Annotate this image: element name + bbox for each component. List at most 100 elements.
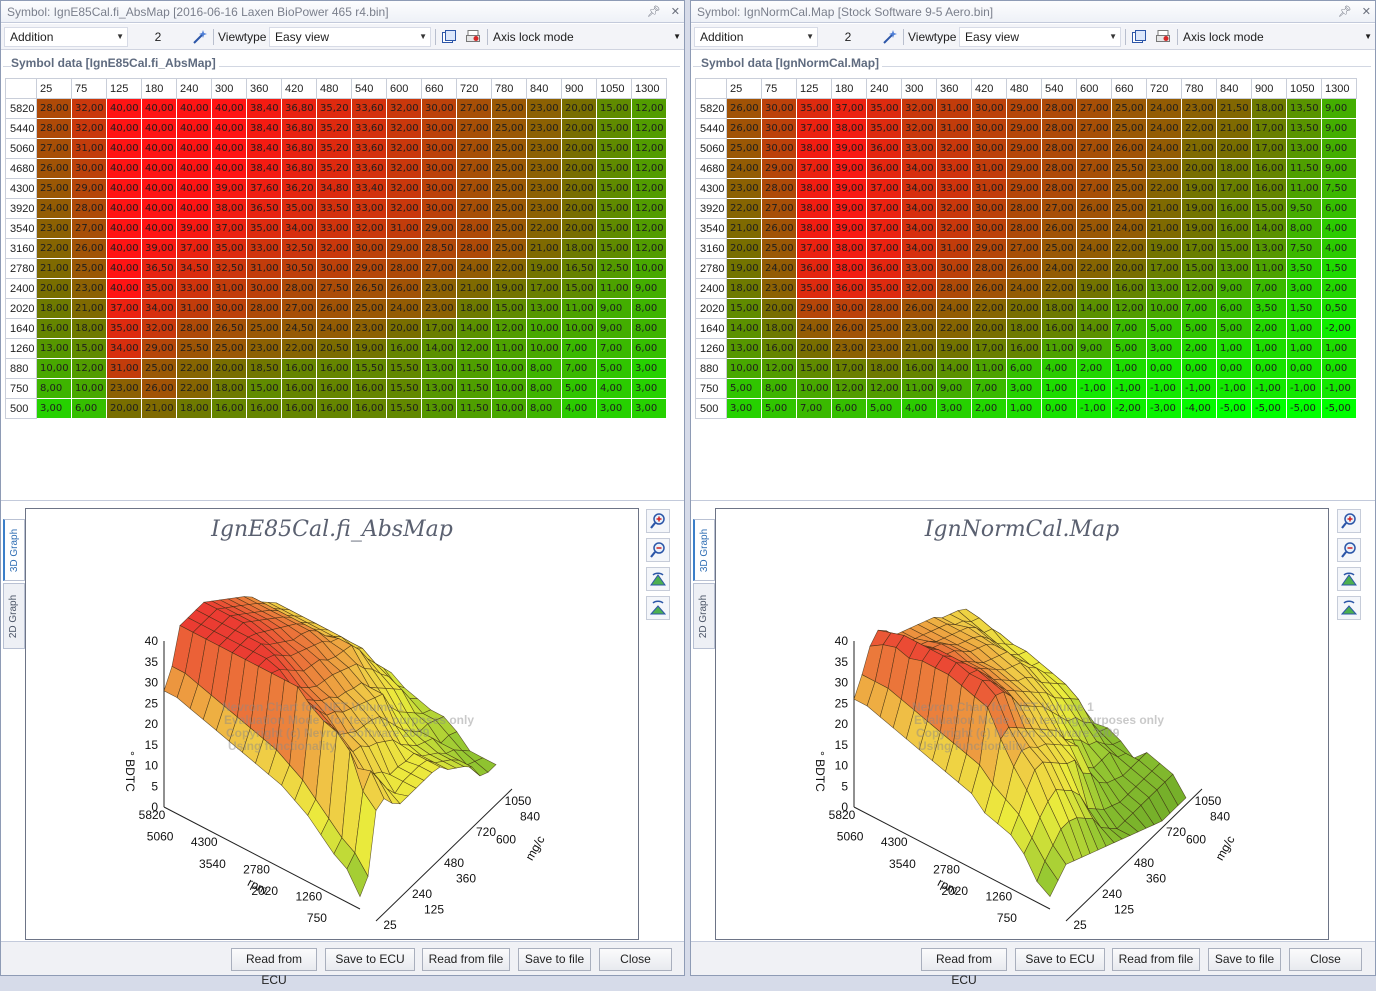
table-cell[interactable]: 37,00 [796,238,832,259]
table-cell[interactable]: 24,00 [1146,98,1182,119]
table-cell[interactable]: 15,00 [596,98,632,119]
table-cell[interactable]: 39,00 [831,158,867,179]
table-cell[interactable]: 18,00 [1041,298,1077,319]
table-cell[interactable]: 25,00 [36,178,72,199]
table-cell[interactable]: 7,00 [1111,318,1147,339]
table-cell[interactable]: 35,00 [246,218,282,239]
table-cell[interactable]: 30,00 [831,298,867,319]
pin-icon[interactable]: 📌︎ [1337,6,1352,18]
table-cell[interactable]: 39,00 [211,178,247,199]
table-cell[interactable]: 9,00 [936,378,972,399]
table-cell[interactable]: 16,00 [281,358,317,379]
table-cell[interactable]: 1,00 [1006,398,1042,419]
table-cell[interactable]: 25,00 [1111,178,1147,199]
table-cell[interactable]: 2,00 [1321,278,1357,299]
table-cell[interactable]: 32,00 [936,218,972,239]
table-cell[interactable]: 40,00 [141,138,177,159]
table-cell[interactable]: 6,00 [1321,198,1357,219]
table-cell[interactable]: 38,00 [796,138,832,159]
table-cell[interactable]: 16,00 [1216,218,1252,239]
table-cell[interactable]: 7,00 [1251,278,1287,299]
table-cell[interactable]: 18,00 [1251,98,1287,119]
table-cell[interactable]: 18,00 [561,238,597,259]
table-cell[interactable]: 3,50 [1286,258,1322,279]
table-cell[interactable]: 13,00 [36,338,72,359]
axis-lock-mode-button[interactable]: Axis lock mode [493,30,574,44]
table-cell[interactable]: 10,00 [526,318,562,339]
table-cell[interactable]: 20,00 [561,218,597,239]
table-cell[interactable]: 8,00 [631,298,667,319]
table-cell[interactable]: 25,00 [491,98,527,119]
table-cell[interactable]: 26,00 [831,318,867,339]
table-cell[interactable]: 26,00 [1076,198,1112,219]
table-cell[interactable]: 22,00 [1181,118,1217,139]
table-cell[interactable]: 36,20 [281,178,317,199]
table-cell[interactable]: 23,00 [526,198,562,219]
table-cell[interactable]: 3,00 [936,398,972,419]
table-cell[interactable]: 9,00 [1076,338,1112,359]
table-cell[interactable]: 19,00 [491,278,527,299]
table-cell[interactable]: 28,50 [421,238,457,259]
table-cell[interactable]: 38,00 [796,178,832,199]
table-cell[interactable]: 4,00 [596,378,632,399]
table-cell[interactable]: 35,00 [211,238,247,259]
table-cell[interactable]: 17,00 [1181,238,1217,259]
table-cell[interactable]: 29,00 [421,218,457,239]
table-cell[interactable]: 38,00 [796,218,832,239]
table-cell[interactable]: 28,00 [456,238,492,259]
table-cell[interactable]: 30,00 [971,218,1007,239]
table-cell[interactable]: 15,00 [246,378,282,399]
table-cell[interactable]: 28,00 [866,298,902,319]
table-cell[interactable]: 19,00 [351,338,387,359]
table-cell[interactable]: 38,00 [831,118,867,139]
zoom-out-icon[interactable] [646,538,670,562]
table-cell[interactable]: 39,00 [831,198,867,219]
table-cell[interactable]: 34,00 [141,298,177,319]
table-cell[interactable]: 36,80 [281,158,317,179]
read-from-file-button[interactable]: Read from file [1112,948,1200,971]
table-cell[interactable]: 35,00 [796,98,832,119]
table-cell[interactable]: 5,00 [866,398,902,419]
table-cell[interactable]: 18,00 [36,298,72,319]
table-cell[interactable]: 23,00 [246,338,282,359]
table-cell[interactable]: 20,00 [561,178,597,199]
table-cell[interactable]: 25,00 [491,178,527,199]
table-cell[interactable]: 10,00 [726,358,762,379]
table-cell[interactable]: 30,00 [351,238,387,259]
table-cell[interactable]: 16,00 [316,358,352,379]
table-cell[interactable]: 20,00 [561,138,597,159]
table-cell[interactable]: 32,00 [386,178,422,199]
table-cell[interactable]: 12,00 [631,138,667,159]
apply-wand-icon[interactable] [881,28,899,46]
table-cell[interactable]: 35,00 [866,98,902,119]
table-cell[interactable]: 23,00 [526,178,562,199]
table-cell[interactable]: 20,00 [971,318,1007,339]
table-cell[interactable]: 16,00 [901,358,937,379]
table-cell[interactable]: 30,50 [281,258,317,279]
table-cell[interactable]: 15,50 [386,358,422,379]
table-cell[interactable]: 40,00 [176,118,212,139]
table-cell[interactable]: 11,00 [1251,258,1287,279]
table-cell[interactable]: 28,00 [1041,158,1077,179]
table-cell[interactable]: 26,00 [1006,258,1042,279]
table-cell[interactable]: 23,00 [866,338,902,359]
table-cell[interactable]: 40,00 [106,258,142,279]
table-cell[interactable]: 14,00 [421,338,457,359]
table-cell[interactable]: 15,50 [386,378,422,399]
rotate-left-icon[interactable] [1337,567,1361,591]
table-cell[interactable]: 25,00 [1111,98,1147,119]
table-cell[interactable]: 27,00 [1006,238,1042,259]
table-cell[interactable]: 12,00 [761,358,797,379]
table-cell[interactable]: 25,00 [71,258,107,279]
table-cell[interactable]: 11,50 [456,358,492,379]
table-cell[interactable]: 1,00 [1251,338,1287,359]
table-cell[interactable]: 3,50 [1251,298,1287,319]
table-cell[interactable]: 29,00 [1006,118,1042,139]
table-cell[interactable]: 3,00 [1286,278,1322,299]
table-cell[interactable]: 27,00 [421,258,457,279]
table-cell[interactable]: 34,00 [901,218,937,239]
table-cell[interactable]: 24,00 [726,158,762,179]
table-cell[interactable]: 29,00 [1006,138,1042,159]
table-cell[interactable]: 40,00 [106,118,142,139]
table-cell[interactable]: 34,80 [316,178,352,199]
